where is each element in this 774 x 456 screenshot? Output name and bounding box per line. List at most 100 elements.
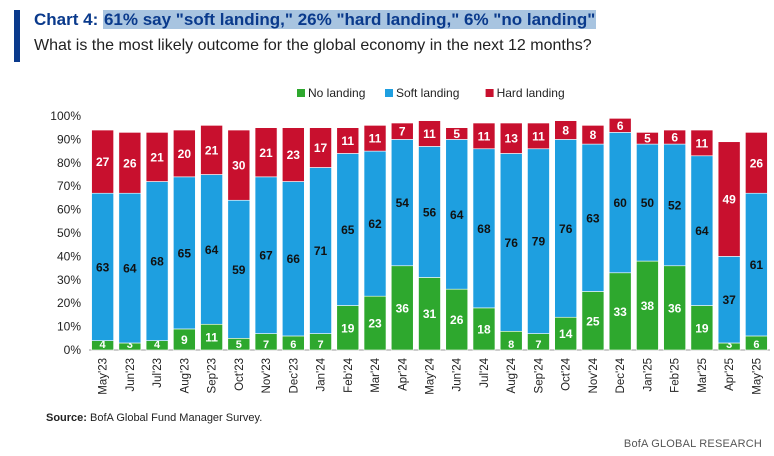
data-label: 11 (478, 129, 491, 143)
data-label: 7 (263, 339, 269, 351)
data-label: 11 (696, 136, 709, 150)
bar-segment (527, 122, 550, 150)
data-label: 61 (750, 258, 764, 272)
data-label: 11 (205, 331, 218, 345)
chart-title-highlight: 61% say "soft landing," 26% "hard landin… (102, 10, 597, 29)
data-label: 71 (314, 244, 328, 258)
y-tick-label: 70% (57, 179, 81, 193)
bar-segment (608, 118, 632, 133)
x-tick-label: Feb'25 (670, 358, 682, 393)
data-label: 76 (559, 222, 573, 236)
data-label: 49 (722, 193, 736, 207)
x-tick-label: May'25 (751, 358, 763, 395)
data-label: 4 (100, 339, 107, 351)
title-accent-bar (14, 10, 20, 62)
x-tick-label: Sep'24 (533, 357, 545, 393)
x-tick-label: Dec'23 (288, 358, 300, 393)
data-label: 5 (236, 339, 242, 351)
data-label: 6 (671, 131, 678, 145)
data-label: 31 (423, 307, 437, 321)
data-label: 30 (232, 159, 246, 173)
x-tick-label: Jan'24 (316, 357, 328, 391)
data-label: 56 (423, 205, 437, 219)
x-tick-label: Nov'23 (261, 358, 273, 393)
data-label: 60 (614, 196, 628, 210)
data-label: 68 (150, 255, 164, 269)
bar-segment (309, 127, 332, 168)
x-tick-label: Mar'25 (697, 358, 709, 393)
data-label: 6 (290, 339, 296, 351)
y-tick-label: 80% (57, 156, 81, 170)
bar-segment (390, 122, 414, 140)
legend-swatch (385, 89, 393, 97)
x-tick-label: Aug'24 (506, 357, 518, 393)
data-label: 68 (477, 222, 491, 236)
data-label: 5 (453, 127, 460, 141)
bar-segment (173, 129, 196, 178)
data-label: 9 (181, 333, 188, 347)
data-label: 25 (586, 314, 600, 328)
x-tick-label: Apr'24 (397, 357, 409, 390)
data-label: 50 (641, 196, 655, 210)
y-tick-label: 40% (57, 249, 81, 263)
x-tick-label: May'23 (98, 358, 110, 395)
x-tick-label: Jul'24 (479, 357, 491, 387)
x-tick-label: Dec'24 (615, 357, 627, 393)
bar-segment (254, 127, 278, 178)
y-tick-label: 90% (57, 132, 81, 146)
data-label: 13 (505, 132, 519, 146)
x-tick-label: Jun'24 (452, 357, 464, 391)
data-label: 23 (368, 317, 382, 331)
x-tick-label: Oct'23 (234, 358, 246, 391)
data-label: 5 (644, 132, 651, 146)
data-label: 19 (341, 321, 355, 335)
data-label: 19 (695, 321, 709, 335)
source-text: BofA Global Fund Manager Survey. (86, 412, 263, 424)
legend-label: Hard landing (497, 86, 565, 100)
x-tick-label: Oct'24 (561, 357, 573, 390)
data-label: 3 (127, 339, 133, 351)
data-label: 65 (178, 246, 192, 260)
data-label: 79 (532, 235, 546, 249)
bar-segment (227, 129, 251, 201)
data-label: 63 (96, 260, 110, 274)
bar-segment (91, 129, 114, 194)
data-label: 7 (535, 339, 541, 351)
bar-segment (281, 127, 305, 182)
bar-segment (472, 122, 496, 150)
y-tick-label: 0% (64, 343, 82, 357)
data-label: 64 (123, 262, 137, 276)
source-label: Source: (46, 412, 87, 424)
x-tick-label: Feb'24 (343, 357, 355, 392)
bar-segment (336, 127, 360, 154)
data-label: 36 (396, 301, 410, 315)
x-tick-label: Nov'24 (588, 357, 600, 393)
data-label: 36 (668, 301, 682, 315)
data-label: 64 (205, 243, 219, 257)
data-label: 23 (287, 148, 301, 162)
data-label: 8 (590, 128, 597, 142)
data-label: 7 (399, 125, 406, 139)
data-label: 26 (750, 156, 764, 170)
bar-segment (445, 127, 469, 140)
data-label: 26 (450, 313, 464, 327)
y-tick-label: 100% (50, 109, 81, 123)
bar-segment (118, 132, 142, 194)
data-label: 11 (369, 132, 382, 146)
data-label: 7 (317, 339, 323, 351)
y-tick-label: 10% (57, 320, 81, 334)
x-tick-label: Aug'23 (179, 358, 191, 393)
x-tick-label: Jul'23 (152, 358, 164, 388)
data-label: 8 (508, 339, 514, 351)
data-label: 11 (532, 129, 545, 143)
data-label: 17 (314, 141, 328, 155)
data-label: 59 (232, 263, 246, 277)
chart-subtitle: What is the most likely outcome for the … (34, 37, 592, 54)
data-label: 18 (477, 322, 491, 336)
y-tick-label: 60% (57, 203, 81, 217)
data-label: 66 (287, 252, 301, 266)
data-label: 21 (150, 150, 164, 164)
source-note: Source: BofA Global Fund Manager Survey. (46, 412, 262, 424)
bar-segment (363, 125, 387, 152)
